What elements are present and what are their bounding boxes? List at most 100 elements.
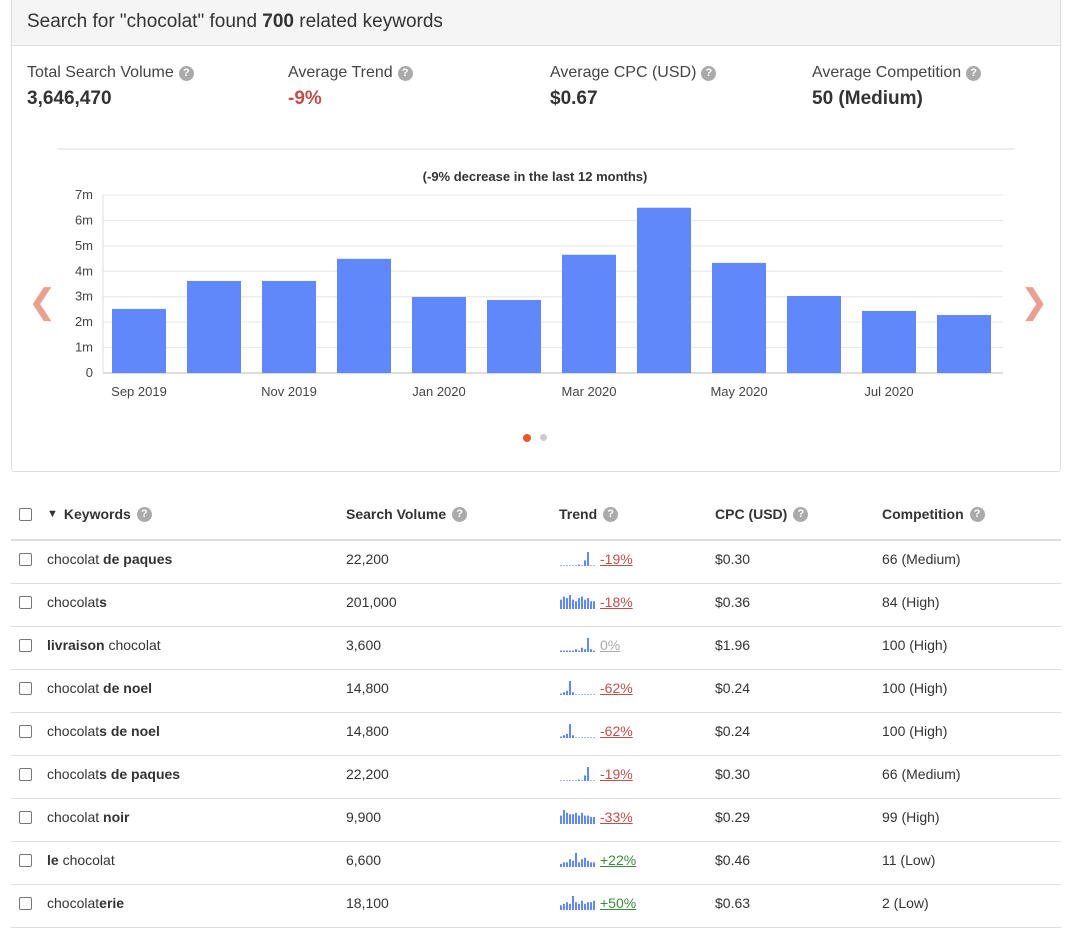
sparkline-bar	[575, 853, 577, 867]
sparkline-bar	[566, 812, 568, 824]
keyword-cell[interactable]: chocolat noir	[47, 809, 130, 825]
keyword-cell[interactable]: chocolats de noel	[47, 723, 160, 739]
sparkline-bar	[566, 902, 568, 910]
cpc-header[interactable]: CPC (USD)?	[715, 506, 809, 522]
row-checkbox[interactable]	[19, 682, 32, 695]
competition-header[interactable]: Competition?	[882, 506, 985, 522]
trend-percent-link[interactable]: -62%	[600, 723, 633, 739]
cpc-cell: $0.24	[715, 723, 751, 739]
sparkline-bar	[575, 780, 577, 781]
results-header: Search for "chocolat" found 700 related …	[12, 0, 1060, 46]
stat-label: Average Trend	[288, 64, 393, 81]
keywords-header[interactable]: ▼ Keywords?	[47, 506, 152, 522]
trend-percent-link[interactable]: -19%	[600, 551, 633, 567]
sparkline-bar	[581, 565, 583, 566]
row-checkbox[interactable]	[19, 553, 32, 566]
volume-cell: 18,100	[346, 895, 389, 911]
trend-sparkline	[560, 810, 595, 824]
help-icon[interactable]: ?	[397, 65, 413, 81]
sparkline-bar	[587, 694, 589, 695]
sparkline-bar	[584, 903, 586, 910]
bar-jun-2020	[787, 295, 841, 373]
row-checkbox[interactable]	[19, 768, 32, 781]
help-icon[interactable]: ?	[178, 65, 194, 81]
sparkline-bar	[581, 812, 583, 824]
x-tick-label: Mar 2020	[562, 384, 617, 399]
carousel-dot[interactable]	[523, 434, 531, 442]
row-divider	[11, 626, 1061, 627]
row-checkbox[interactable]	[19, 725, 32, 738]
row-checkbox[interactable]	[19, 811, 32, 824]
sparkline-bar	[566, 733, 568, 738]
sparkline-bar	[581, 780, 583, 781]
keyword-cell[interactable]: chocolaterie	[47, 895, 124, 911]
trend-percent-link[interactable]: -19%	[600, 766, 633, 782]
sparkline-bar	[572, 860, 574, 867]
sparkline-bar	[581, 900, 583, 910]
help-icon[interactable]: ?	[603, 506, 619, 522]
row-divider	[11, 669, 1061, 670]
help-icon[interactable]: ?	[966, 65, 982, 81]
help-icon[interactable]: ?	[136, 506, 152, 522]
help-icon[interactable]: ?	[701, 65, 717, 81]
sparkline-bar	[587, 815, 589, 824]
sparkline-bar	[563, 862, 565, 867]
row-checkbox[interactable]	[19, 897, 32, 910]
chevron-right-icon[interactable]: ❯	[1020, 283, 1049, 321]
row-checkbox[interactable]	[19, 639, 32, 652]
trend-percent-link[interactable]: +22%	[600, 852, 637, 868]
sparkline-bar	[560, 815, 562, 824]
trend-percent-link[interactable]: +50%	[600, 895, 637, 911]
trend-header[interactable]: Trend?	[559, 506, 619, 522]
sparkline-bar	[590, 737, 592, 738]
keyword-part: chocolat	[104, 637, 161, 653]
y-tick-label: 1m	[75, 340, 93, 355]
stat-value: -9%	[288, 88, 322, 109]
cpc-cell: $0.63	[715, 895, 751, 911]
chevron-left-icon[interactable]: ❮	[28, 283, 57, 321]
keyword-cell[interactable]: chocolat de noel	[47, 680, 152, 696]
help-icon[interactable]: ?	[793, 506, 809, 522]
trend-sparkline	[560, 767, 595, 781]
cpc-cell: $0.29	[715, 809, 751, 825]
row-checkbox[interactable]	[19, 596, 32, 609]
competition-cell: 66 (Medium)	[882, 551, 961, 567]
trend-percent-link[interactable]: -18%	[600, 594, 633, 610]
trend-sparkline	[560, 681, 595, 695]
trend-sparkline	[560, 595, 595, 609]
help-icon[interactable]: ?	[452, 506, 468, 522]
help-icon[interactable]: ?	[969, 506, 985, 522]
sparkline-bar	[593, 650, 595, 652]
sparkline-bar	[572, 780, 574, 781]
sparkline-bar	[593, 601, 595, 609]
keyword-cell[interactable]: livraison chocolat	[47, 637, 161, 653]
competition-cell: 2 (Low)	[882, 895, 929, 911]
keyword-cell[interactable]: chocolat de paques	[47, 551, 172, 567]
sparkline-bar	[584, 649, 586, 652]
keyword-cell[interactable]: le chocolat	[47, 852, 115, 868]
keyword-cell[interactable]: chocolats	[47, 594, 107, 610]
trend-header-label: Trend	[559, 506, 598, 522]
keyword-cell[interactable]: chocolats de paques	[47, 766, 180, 782]
volume-header[interactable]: Search Volume?	[346, 506, 468, 522]
keyword-part: noir	[103, 809, 130, 825]
stat-label: Average CPC (USD)	[550, 64, 697, 81]
trend-percent-link[interactable]: -33%	[600, 809, 633, 825]
row-checkbox[interactable]	[19, 854, 32, 867]
select-all-checkbox[interactable]	[19, 508, 32, 521]
keyword-part: le	[47, 852, 59, 868]
sparkline-bar	[563, 650, 565, 652]
stat-label: Average Competition	[812, 64, 962, 81]
bar-mar-2020	[562, 254, 616, 373]
trend-sparkline	[560, 724, 595, 738]
trend-percent-link[interactable]: -62%	[600, 680, 633, 696]
sparkline-bar	[587, 598, 589, 609]
sparkline-bar	[590, 902, 592, 910]
y-tick-label: 0	[86, 365, 93, 380]
trend-percent-link[interactable]: 0%	[600, 637, 621, 653]
trend-sparkline	[560, 638, 595, 652]
row-divider	[11, 884, 1061, 885]
carousel-dot[interactable]	[540, 434, 547, 441]
stat-3: Average Competition? 50 (Medium)	[812, 64, 982, 110]
bar-feb-2020	[487, 300, 541, 373]
